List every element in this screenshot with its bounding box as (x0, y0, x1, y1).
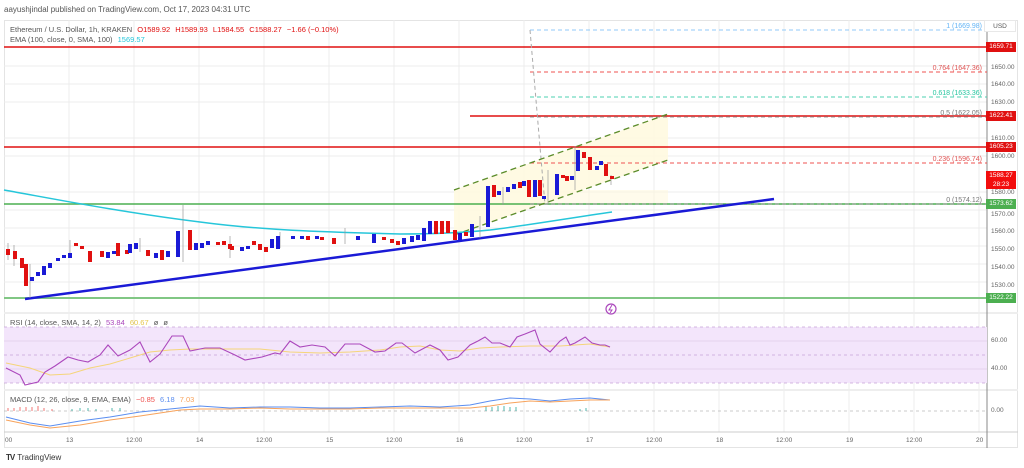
rsi-extra-1: ø (153, 318, 159, 327)
fib-label-1: 1 (1669.98) (946, 23, 982, 30)
price-tag-resistance-1622: 1622.41 (986, 111, 1016, 121)
fib-label-0764: 0.764 (1647.36) (932, 65, 982, 72)
candles (6, 146, 614, 298)
price-tag-resistance-1605: 1605.23 (986, 142, 1016, 152)
close-value: C1588.27 (249, 25, 282, 34)
macd-signal-value: 7.03 (179, 395, 195, 404)
ohlc-legend: Ethereum / U.S. Dollar, 1h, KRAKEN O1589… (10, 25, 342, 34)
low-value: L1584.55 (212, 25, 245, 34)
rsi-tick-40: 40.00 (991, 365, 1008, 372)
last-price-tag: 1588.27 28:23 (986, 171, 1016, 189)
rsi-extra-2: ø (163, 318, 168, 327)
open-value: O1589.92 (137, 25, 171, 34)
time-tick: 19 (846, 437, 854, 444)
price-tick: 1640.00 (991, 81, 1015, 88)
macd-label: MACD (12, 26, close, 9, EMA, EMA) (10, 395, 131, 404)
macd-tick-0: 0.00 (991, 407, 1004, 414)
time-tick: 12:00 (776, 437, 793, 444)
price-tick: 1570.00 (991, 211, 1015, 218)
time-tick: 16 (456, 437, 464, 444)
ema-legend: EMA (100, close, 0, SMA, 100) 1569.57 (10, 35, 148, 44)
time-tick: 00 (5, 437, 13, 444)
currency-selector[interactable]: USD (984, 20, 1016, 32)
macd-histogram-value: −0.85 (135, 395, 155, 404)
time-tick: 12:00 (126, 437, 143, 444)
time-tick: 14 (196, 437, 204, 444)
price-tick: 1560.00 (991, 228, 1015, 235)
price-tick: 1530.00 (991, 282, 1015, 289)
ema-label: EMA (100, close, 0, SMA, 100) (10, 35, 113, 44)
time-tick: 12:00 (906, 437, 923, 444)
price-tick: 1600.00 (991, 153, 1015, 160)
price-tick: 1540.00 (991, 264, 1015, 271)
ema-value: 1569.57 (117, 35, 145, 44)
time-tick: 12:00 (516, 437, 533, 444)
time-tick: 12:00 (386, 437, 403, 444)
price-tag-support-1573: 1573.62 (986, 199, 1016, 209)
symbol-label: Ethereum / U.S. Dollar, 1h, KRAKEN (10, 25, 133, 34)
macd-legend: MACD (12, 26, close, 9, EMA, EMA) −0.85 … (10, 395, 197, 404)
time-tick: 12:00 (256, 437, 273, 444)
time-tick: 20 (976, 437, 984, 444)
price-tag-resistance-1659: 1659.71 (986, 42, 1016, 52)
price-tick: 1610.00 (991, 135, 1015, 142)
time-tick: 17 (586, 437, 594, 444)
chart-frame (4, 20, 1018, 448)
price-tag-support-1522: 1522.22 (986, 293, 1016, 303)
lightning-event-icon[interactable] (605, 303, 617, 315)
rsi-value: 53.84 (105, 318, 125, 327)
tradingview-logo[interactable]: TV TradingView (6, 453, 61, 462)
time-tick: 15 (326, 437, 334, 444)
rsi-label: RSI (14, close, SMA, 14, 2) (10, 318, 101, 327)
change-value: −1.66 (−0.10%) (286, 25, 339, 34)
price-tick: 1630.00 (991, 99, 1015, 106)
time-tick: 13 (66, 437, 74, 444)
tv-logo-icon: TV (6, 453, 15, 462)
high-value: H1589.93 (175, 25, 208, 34)
fib-label-0618: 0.618 (1633.36) (932, 90, 982, 97)
fib-label-0: 0 (1574.12) (946, 197, 982, 204)
tv-brand-text: TradingView (17, 453, 62, 462)
bar-countdown: 28:23 (992, 181, 1010, 188)
fib-label-0236: 0.236 (1596.74) (932, 156, 982, 163)
rsi-tick-60: 60.00 (991, 337, 1008, 344)
price-tick: 1580.00 (991, 189, 1015, 196)
last-price-value: 1588.27 (989, 172, 1013, 179)
time-tick: 12:00 (646, 437, 663, 444)
rsi-sma-value: 60.67 (129, 318, 149, 327)
price-tick: 1650.00 (991, 64, 1015, 71)
macd-line-value: 6.18 (160, 395, 175, 404)
rsi-legend: RSI (14, close, SMA, 14, 2) 53.84 60.67 … (10, 318, 171, 327)
price-tick: 1550.00 (991, 246, 1015, 253)
fib-label-05: 0.5 (1622.05) (940, 110, 982, 117)
published-info: aayushjindal published on TradingView.co… (4, 5, 251, 14)
time-tick: 18 (716, 437, 724, 444)
